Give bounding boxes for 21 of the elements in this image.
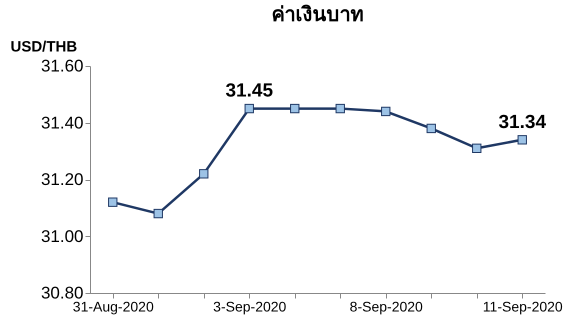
- point: [154, 208, 163, 218]
- point: [472, 144, 482, 153]
- point: [108, 198, 118, 207]
- point: [199, 169, 208, 179]
- data-label: 31.45: [225, 80, 274, 102]
- point: [290, 104, 300, 114]
- point: [426, 124, 436, 134]
- x-tick-label: 8-Sep-2020: [350, 298, 424, 314]
- y-tick-label: 31.20: [40, 170, 84, 189]
- x-tick-label: 3-Sep-2020: [213, 298, 287, 314]
- y-axis-title: USD/THB: [10, 38, 78, 56]
- x-tick-label: 11-Sep-2020: [482, 298, 563, 314]
- data-label: 31.34: [498, 112, 546, 133]
- y-tick-label: 31.00: [40, 226, 84, 246]
- point: [518, 135, 527, 144]
- y-tick-label: 31.40: [40, 113, 84, 132]
- point: [336, 104, 345, 114]
- point: [244, 104, 254, 114]
- point: [381, 106, 390, 116]
- chart-title: ค่าเงินบาท: [272, 4, 364, 26]
- y-tick-label: 31.60: [40, 56, 84, 76]
